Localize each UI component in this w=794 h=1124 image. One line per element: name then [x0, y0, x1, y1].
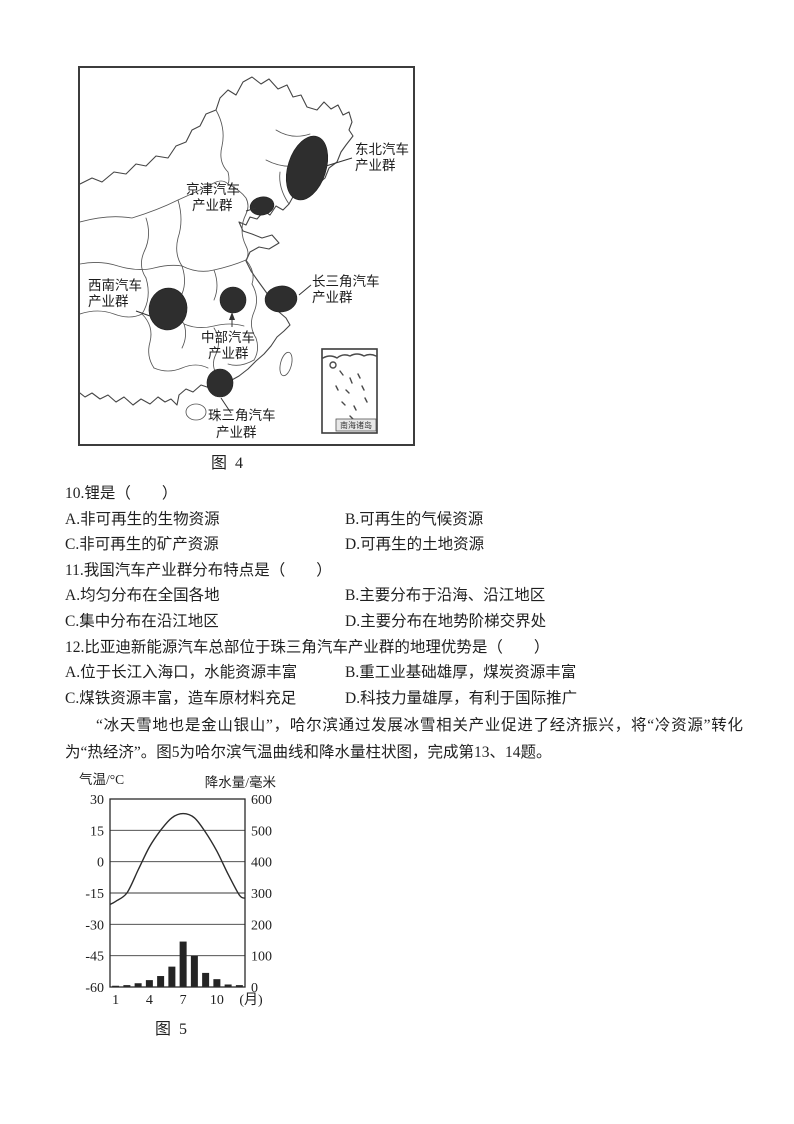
harbin-passage: “冰天雪地也是金山银山”，哈尔滨通过发展冰雪相关产业促进了经济振兴，将“冷资源”…	[65, 717, 743, 761]
plot-frame	[109, 798, 246, 988]
precip-bar	[190, 956, 198, 988]
cluster-label-jingjin-1: 京津汽车	[186, 181, 240, 197]
precip-bar	[224, 984, 232, 988]
precip-bar	[235, 985, 243, 988]
option-11-d: D.主要分布在地势阶梯交界处	[345, 612, 547, 630]
cluster-label-pearl-1: 珠三角汽车	[208, 407, 276, 423]
cluster-label-southwest-1: 西南汽车	[88, 277, 142, 293]
temp-tick-label: -45	[85, 950, 104, 965]
temp-tick-label: -30	[85, 919, 104, 934]
precip-bar	[202, 973, 210, 988]
temp-axis-title: 气温/°C	[79, 772, 124, 787]
cluster-label-northeast-2: 产业群	[355, 158, 396, 173]
question-10-options-ab: A.非可再生的生物资源 B.可再生的气候资源	[65, 507, 736, 533]
temp-tick-label: -60	[85, 981, 104, 996]
option-11-a: A.均匀分布在全国各地	[65, 587, 220, 605]
cluster-blob-pearl	[206, 368, 234, 398]
precip-tick-label: 200	[251, 919, 272, 934]
leader-lines	[135, 157, 353, 414]
question-11-options-ab: A.均匀分布在全国各地 B.主要分布于沿海、沿江地区	[65, 583, 736, 609]
question-12-options-ab: A.位于长江入海口，水能资源丰富 B.重工业基础雄厚，煤炭资源丰富	[65, 660, 736, 686]
option-10-d: D.可再生的土地资源	[345, 536, 485, 554]
precip-tick-label: 500	[251, 825, 272, 840]
question-section: 10.锂是（ ） A.非可再生的生物资源 B.可再生的气候资源 C.非可再生的矿…	[65, 481, 736, 711]
precip-bar	[134, 983, 142, 988]
option-12-d: D.科技力量雄厚，有利于国际推广	[345, 689, 578, 707]
temp-tick-label: -15	[85, 887, 104, 902]
climate-chart-svg: 30 600 15 500 0 400 -15 300 -30 200 -45 100 -60 0 1 4 7 1…	[79, 772, 277, 1008]
cluster-label-pearl-2: 产业群	[216, 425, 257, 440]
month-unit-label: (月)	[239, 992, 263, 1008]
cluster-label-southwest-2: 产业群	[88, 294, 129, 309]
south-china-sea-inset: 南海诸岛	[321, 348, 378, 434]
question-10-stem: 10.锂是（ ）	[65, 485, 178, 502]
precip-axis-title: 降水量/毫米	[205, 774, 277, 790]
option-12-a: A.位于长江入海口，水能资源丰富	[65, 664, 298, 682]
option-10-c: C.非可再生的矿产资源	[65, 536, 219, 554]
precip-tick-label: 600	[251, 793, 272, 808]
question-10-options-cd: C.非可再生的矿产资源 D.可再生的土地资源	[65, 532, 736, 558]
precip-bar	[123, 985, 131, 988]
option-11-b: B.主要分布于沿海、沿江地区	[345, 587, 546, 605]
month-tick-label: 1	[112, 993, 119, 1008]
month-tick-label: 7	[180, 993, 187, 1008]
cluster-label-yangtze-1: 长三角汽车	[312, 273, 380, 289]
map-svg: 东北汽车 产业群 京津汽车 产业群 西南汽车 产业群 长三角汽车 产业群 中部汽…	[80, 76, 409, 440]
cluster-blob-southwest	[148, 287, 188, 331]
cluster-blob-yangtze	[264, 285, 298, 313]
figure-4-map: 东北汽车 产业群 京津汽车 产业群 西南汽车 产业群 长三角汽车 产业群 中部汽…	[78, 66, 415, 473]
month-tick-label: 4	[146, 993, 153, 1008]
temp-tick-label: 15	[90, 825, 104, 840]
month-tick-label: 10	[210, 993, 224, 1008]
temp-tick-label: 0	[97, 856, 104, 871]
cluster-label-northeast-1: 东北汽车	[355, 141, 409, 157]
precip-bar	[145, 980, 153, 988]
cluster-blob-jingjin	[249, 196, 275, 216]
temp-tick-label: 30	[90, 793, 104, 808]
figure-4-caption: 图 4	[210, 455, 245, 472]
cluster-blobs	[148, 135, 329, 398]
option-12-c: C.煤铁资源丰富，造车原材料充足	[65, 689, 297, 707]
precip-bar	[168, 966, 176, 988]
precip-tick-label: 300	[251, 887, 272, 902]
precip-bar	[157, 976, 165, 988]
precip-tick-label: 100	[251, 950, 272, 965]
china-auto-cluster-map: 东北汽车 产业群 京津汽车 产业群 西南汽车 产业群 长三角汽车 产业群 中部汽…	[78, 66, 415, 446]
option-10-b: B.可再生的气候资源	[345, 510, 484, 528]
question-11-stem: 11.我国汽车产业群分布特点是（ ）	[65, 561, 332, 579]
option-11-c: C.集中分布在沿江地区	[65, 612, 219, 630]
temperature-curve	[109, 813, 246, 906]
cluster-blob-northeast	[285, 135, 329, 201]
cluster-label-central-2: 产业群	[208, 346, 249, 361]
question-12-stem: 12.比亚迪新能源汽车总部位于珠三角汽车产业群的地理优势是（ ）	[65, 638, 550, 656]
precip-bar	[213, 979, 221, 988]
province-borders	[80, 109, 311, 377]
precip-bar	[179, 941, 187, 988]
question-11-options-cd: C.集中分布在沿江地区 D.主要分布在地势阶梯交界处	[65, 609, 736, 635]
figure-5-climate-chart: 30 600 15 500 0 400 -15 300 -30 200 -45 100 -60 0 1 4 7 1…	[78, 772, 290, 1039]
cluster-labels: 东北汽车 产业群 京津汽车 产业群 西南汽车 产业群 长三角汽车 产业群 中部汽…	[88, 141, 409, 440]
inset-label: 南海诸岛	[340, 420, 372, 430]
precip-tick-label: 400	[251, 856, 272, 871]
cluster-label-central-1: 中部汽车	[201, 329, 255, 345]
option-10-a: A.非可再生的生物资源	[65, 510, 220, 528]
option-12-b: B.重工业基础雄厚，煤炭资源丰富	[345, 664, 577, 682]
question-12-options-cd: C.煤铁资源丰富，造车原材料充足 D.科技力量雄厚，有利于国际推广	[65, 686, 736, 712]
precip-tick-label: 0	[251, 981, 258, 996]
taiwan-island	[279, 351, 293, 377]
hainan-island	[185, 403, 207, 421]
cluster-blob-central	[219, 286, 247, 314]
cluster-label-yangtze-2: 产业群	[312, 290, 353, 305]
figure-5-caption: 图 5	[154, 1021, 189, 1039]
cluster-label-jingjin-2: 产业群	[192, 198, 233, 213]
